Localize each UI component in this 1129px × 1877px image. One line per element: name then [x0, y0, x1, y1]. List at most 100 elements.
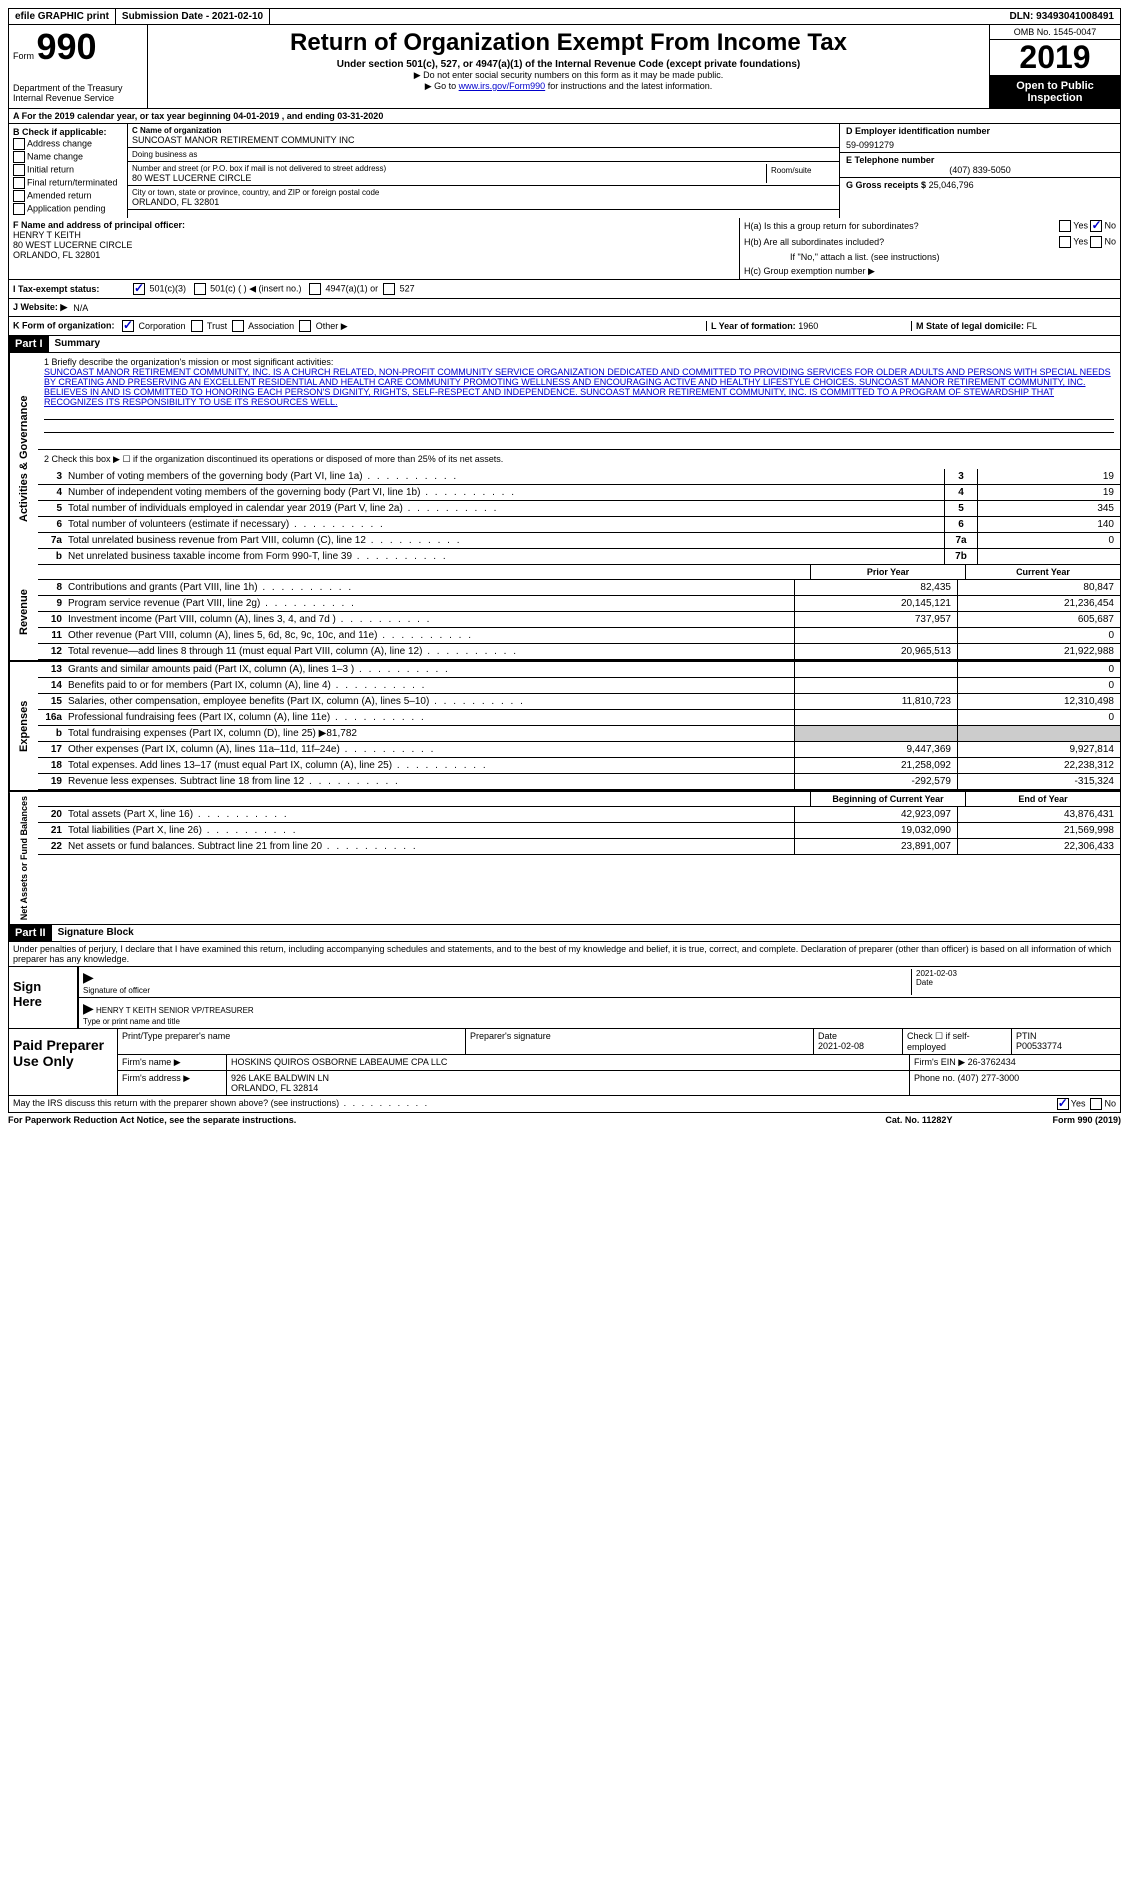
row-fh: F Name and address of principal officer:…: [8, 218, 1121, 280]
row-num: 9: [38, 596, 64, 611]
box-c: C Name of organization SUNCOAST MANOR RE…: [128, 124, 839, 218]
row-box: 6: [944, 517, 977, 532]
city-label: City or town, state or province, country…: [132, 188, 835, 197]
org-name-label: C Name of organization: [132, 126, 835, 135]
prep-date: 2021-02-08: [818, 1041, 864, 1051]
box-b-title: B Check if applicable:: [13, 127, 123, 137]
netassets-header: Beginning of Current Year End of Year: [38, 792, 1120, 807]
expense-row: 14 Benefits paid to or for members (Part…: [38, 678, 1120, 694]
row-desc: Investment income (Part VIII, column (A)…: [64, 612, 794, 627]
row-desc: Total revenue—add lines 8 through 11 (mu…: [64, 644, 794, 659]
row-val: 140: [977, 517, 1120, 532]
form-org-label: K Form of organization:: [13, 321, 115, 331]
paid-preparer-section: Paid Preparer Use Only Print/Type prepar…: [8, 1029, 1121, 1096]
gross-label: G Gross receipts $: [846, 180, 926, 190]
row-j: J Website: ▶ N/A: [8, 299, 1121, 317]
row-num: 4: [38, 485, 64, 500]
prep-date-label: Date: [818, 1031, 837, 1041]
cb-name-change[interactable]: Name change: [13, 151, 123, 163]
footer-right: Form 990 (2019): [1052, 1115, 1121, 1125]
cb-app-pending[interactable]: Application pending: [13, 203, 123, 215]
revenue-row: 12 Total revenue—add lines 8 through 11 …: [38, 644, 1120, 660]
begin-year-val: 23,891,007: [794, 839, 957, 854]
row-box: 5: [944, 501, 977, 516]
row-num: 15: [38, 694, 64, 709]
hc-label: H(c) Group exemption number ▶: [744, 266, 875, 277]
row-box: 7a: [944, 533, 977, 548]
expense-row: 15 Salaries, other compensation, employe…: [38, 694, 1120, 710]
hb-note: If "No," attach a list. (see instruction…: [790, 252, 939, 262]
row-val: 19: [977, 469, 1120, 484]
discuss-no[interactable]: No: [1090, 1098, 1116, 1110]
current-year-val: 605,687: [957, 612, 1120, 627]
current-year-val: 21,922,988: [957, 644, 1120, 659]
year-formation-label: L Year of formation:: [711, 321, 796, 331]
ha-no[interactable]: No: [1090, 220, 1116, 232]
street-label: Number and street (or P.O. box if mail i…: [132, 164, 766, 173]
row-desc: Professional fundraising fees (Part IX, …: [64, 710, 794, 725]
ha-yes[interactable]: Yes: [1059, 220, 1088, 232]
current-year-val: 0: [957, 628, 1120, 643]
netassets-row: 21 Total liabilities (Part X, line 26) 1…: [38, 823, 1120, 839]
row-desc: Other revenue (Part VIII, column (A), li…: [64, 628, 794, 643]
row-desc: Grants and similar amounts paid (Part IX…: [64, 662, 794, 677]
row-desc: Total liabilities (Part X, line 26): [64, 823, 794, 838]
end-year-val: 22,306,433: [957, 839, 1120, 854]
ein-value: 59-0991279: [846, 140, 1114, 150]
row-desc: Number of voting members of the governin…: [64, 469, 944, 484]
form-subtitle: Under section 501(c), 527, or 4947(a)(1)…: [152, 59, 985, 70]
q1-label: 1 Briefly describe the organization's mi…: [44, 357, 1114, 367]
instr-post: for instructions and the latest informat…: [545, 81, 712, 91]
row-num: 6: [38, 517, 64, 532]
expense-row: 19 Revenue less expenses. Subtract line …: [38, 774, 1120, 790]
cb-assoc[interactable]: Association: [232, 321, 294, 331]
hb-no[interactable]: No: [1090, 236, 1116, 248]
open-public-badge: Open to Public Inspection: [990, 76, 1120, 108]
current-year-val: 80,847: [957, 580, 1120, 595]
footer-left: For Paperwork Reduction Act Notice, see …: [8, 1115, 885, 1125]
cb-amended[interactable]: Amended return: [13, 190, 123, 202]
row-desc: Total assets (Part X, line 16): [64, 807, 794, 822]
form-header: Form 990 Department of the Treasury Inte…: [8, 25, 1121, 109]
expenses-section: Expenses 13 Grants and similar amounts p…: [8, 662, 1121, 792]
row-num: b: [38, 726, 64, 741]
omb-number: OMB No. 1545-0047: [990, 25, 1120, 40]
row-desc: Contributions and grants (Part VIII, lin…: [64, 580, 794, 595]
sign-here-label: Sign Here: [9, 967, 79, 1028]
cb-other[interactable]: Other ▶: [299, 321, 347, 331]
dba-label: Doing business as: [132, 150, 835, 159]
cb-trust[interactable]: Trust: [191, 321, 228, 331]
officer-name: HENRY T KEITH: [13, 230, 735, 240]
current-year-val: 0: [957, 710, 1120, 725]
gov-row: b Net unrelated business taxable income …: [38, 549, 1120, 565]
row-i: I Tax-exempt status: 501(c)(3) 501(c) ( …: [8, 280, 1121, 299]
cb-501c[interactable]: 501(c) ( ) ◀ (insert no.): [194, 283, 302, 295]
top-bar: efile GRAPHIC print Submission Date - 20…: [8, 8, 1121, 25]
row-num: 13: [38, 662, 64, 677]
prior-year-val: 20,145,121: [794, 596, 957, 611]
form990-link[interactable]: www.irs.gov/Form990: [459, 81, 546, 91]
prior-year-val: 21,258,092: [794, 758, 957, 773]
tax-exempt-label: I Tax-exempt status:: [13, 284, 133, 294]
netassets-row: 22 Net assets or fund balances. Subtract…: [38, 839, 1120, 855]
row-num: 21: [38, 823, 64, 838]
header-right: OMB No. 1545-0047 2019 Open to Public In…: [989, 25, 1120, 108]
q2-row: 2 Check this box ▶ ☐ if the organization…: [38, 450, 1120, 469]
current-year-val: -315,324: [957, 774, 1120, 789]
gov-row: 4 Number of independent voting members o…: [38, 485, 1120, 501]
part1-header-row: Part I Summary: [8, 336, 1121, 353]
discuss-yes[interactable]: Yes: [1057, 1098, 1086, 1110]
prior-year-val: 82,435: [794, 580, 957, 595]
hb-yes[interactable]: Yes: [1059, 236, 1088, 248]
line-a: A For the 2019 calendar year, or tax yea…: [8, 109, 1121, 124]
row-num: 18: [38, 758, 64, 773]
cb-initial-return[interactable]: Initial return: [13, 164, 123, 176]
cb-address-change[interactable]: Address change: [13, 138, 123, 150]
cb-final-return[interactable]: Final return/terminated: [13, 177, 123, 189]
cb-4947[interactable]: 4947(a)(1) or: [309, 283, 378, 295]
instr-pre: ▶ Go to: [425, 81, 459, 91]
cb-corp[interactable]: Corporation: [122, 321, 186, 331]
cb-527[interactable]: 527: [383, 283, 415, 295]
cb-501c3[interactable]: 501(c)(3): [133, 283, 186, 295]
firm-ein-label: Firm's EIN ▶: [914, 1057, 965, 1067]
